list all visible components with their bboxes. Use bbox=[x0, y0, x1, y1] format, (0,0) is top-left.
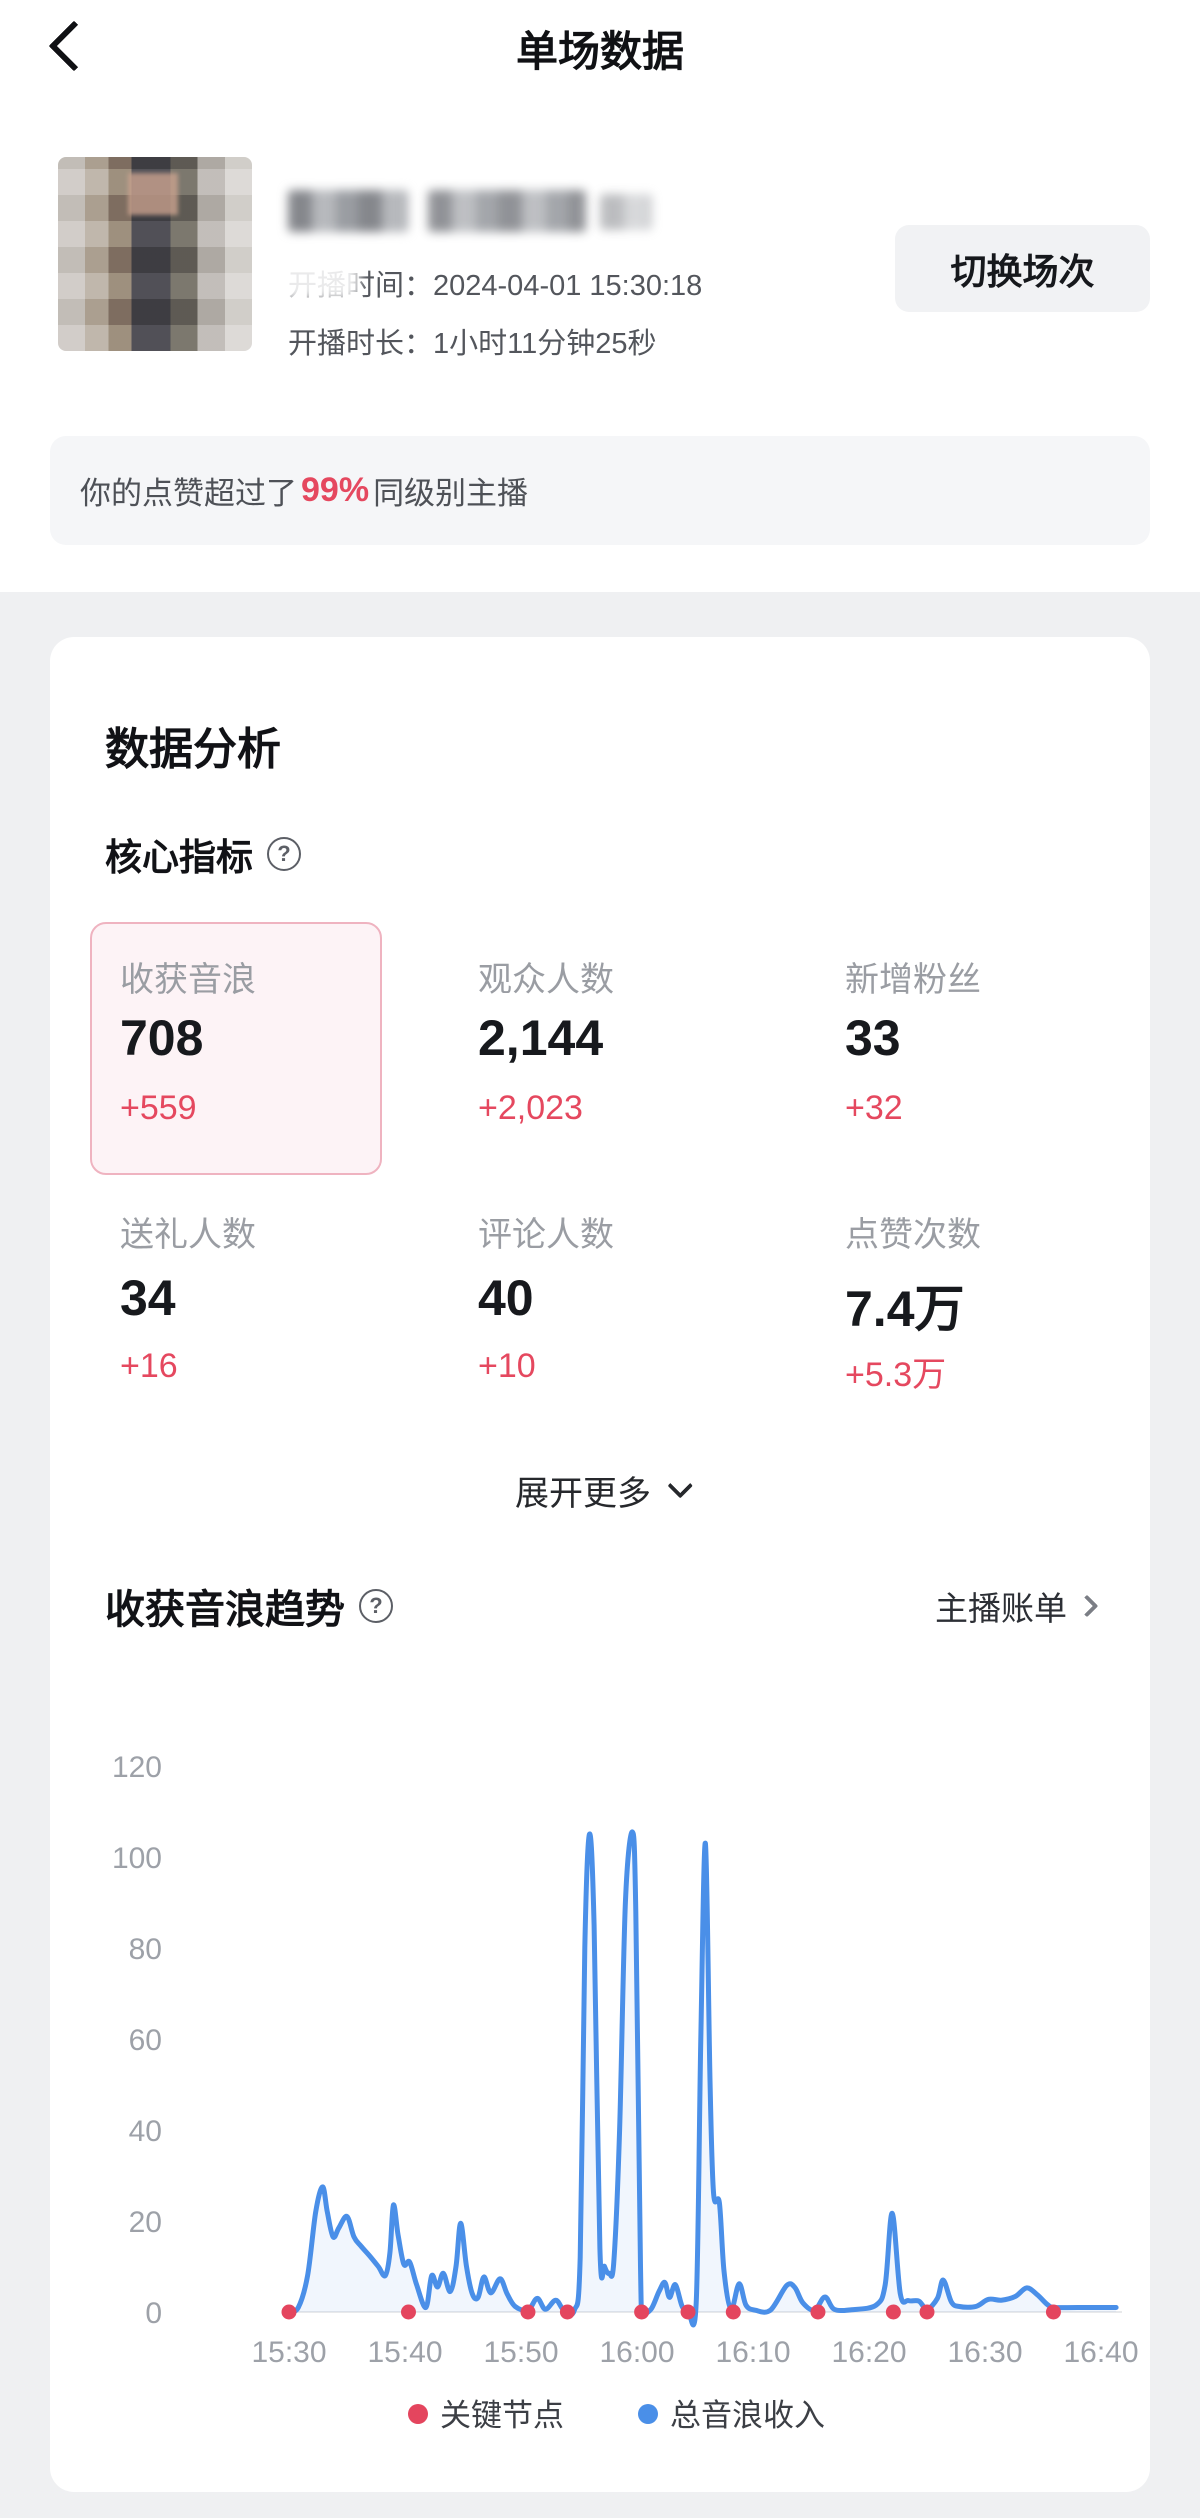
duration-value: 1小时11分钟25秒 bbox=[433, 328, 657, 360]
metric-label[interactable]: 评论人数 bbox=[478, 1216, 614, 1254]
billing-link-label: 主播账单 bbox=[935, 1590, 1067, 1627]
x-axis-tick-label: 16:30 bbox=[947, 2336, 1022, 2369]
metric-delta: +10 bbox=[478, 1347, 536, 1385]
y-axis-tick-label: 20 bbox=[129, 2206, 162, 2239]
x-axis-tick-label: 15:40 bbox=[367, 2336, 442, 2369]
metric-label[interactable]: 点赞次数 bbox=[845, 1216, 981, 1254]
broadcast-time-value: 2024-04-01 15:30:18 bbox=[433, 270, 703, 302]
key-point-dot bbox=[400, 2304, 416, 2320]
x-axis-tick-label: 15:30 bbox=[251, 2336, 326, 2369]
help-icon[interactable]: ? bbox=[359, 1589, 393, 1623]
key-point-dot bbox=[1045, 2304, 1061, 2320]
blurred-username bbox=[288, 190, 408, 232]
broadcast-time-line: 开播时间：2024-04-01 15:30:18 bbox=[288, 262, 928, 302]
metric-delta: +32 bbox=[845, 1089, 903, 1127]
anchor-billing-link[interactable]: 主播账单 bbox=[935, 1582, 1099, 1630]
metric-delta: +16 bbox=[120, 1347, 178, 1385]
expand-more-button[interactable]: 展开更多 bbox=[50, 1467, 1150, 1513]
banner-prefix: 你的点赞超过了 bbox=[80, 476, 297, 511]
avatar bbox=[58, 157, 252, 351]
trend-line bbox=[286, 1829, 1119, 2328]
y-axis-tick-label: 100 bbox=[112, 1842, 162, 1875]
metric-value: 708 bbox=[120, 1010, 204, 1066]
card-title: 数据分析 bbox=[105, 725, 281, 774]
metric-value: 34 bbox=[120, 1270, 176, 1326]
x-axis-tick-label: 16:00 bbox=[599, 2336, 674, 2369]
banner-highlight: 99% bbox=[301, 471, 370, 509]
switch-session-button[interactable]: 切换场次 bbox=[895, 225, 1150, 312]
key-point-dot bbox=[559, 2304, 575, 2320]
chevron-right-icon bbox=[1075, 1594, 1099, 1618]
metric-value: 33 bbox=[845, 1010, 901, 1066]
y-axis-tick-label: 40 bbox=[129, 2115, 162, 2148]
metric-delta: +559 bbox=[120, 1089, 197, 1127]
duration-label: 开播时长： bbox=[288, 328, 434, 360]
legend-key-point-icon bbox=[408, 2404, 428, 2424]
selected-metric-box[interactable] bbox=[90, 922, 382, 1175]
metric-label[interactable]: 送礼人数 bbox=[120, 1216, 256, 1254]
blurred-badge bbox=[600, 194, 652, 230]
key-point-dot bbox=[520, 2304, 536, 2320]
metric-label[interactable]: 新增粉丝 bbox=[845, 961, 981, 999]
header-section: 单场数据 开播时间：2024-04-01 15:30:18 开播时长：1小时11… bbox=[0, 0, 1200, 592]
data-analysis-card: 数据分析 核心指标 ? 收获音浪 708 +559 观众人数 2,144 +2,… bbox=[50, 637, 1150, 2492]
key-point-dot bbox=[725, 2304, 741, 2320]
chevron-down-icon bbox=[667, 1473, 693, 1499]
blurred-username-2 bbox=[428, 190, 586, 232]
key-point-dot bbox=[919, 2304, 935, 2320]
metric-value: 40 bbox=[478, 1270, 534, 1326]
y-axis-tick-label: 60 bbox=[129, 2024, 162, 2057]
legend-key-point-label: 关键节点 bbox=[440, 2398, 564, 2433]
key-point-dot bbox=[810, 2304, 826, 2320]
metric-value: 7.4万 bbox=[845, 1281, 965, 1337]
expand-more-label: 展开更多 bbox=[515, 1474, 651, 1513]
core-metrics-header: 核心指标 ? bbox=[105, 827, 301, 881]
metric-value: 2,144 bbox=[478, 1010, 604, 1066]
x-axis-tick-label: 16:40 bbox=[1063, 2336, 1138, 2369]
page-title: 单场数据 bbox=[515, 28, 684, 75]
banner-suffix: 同级别主播 bbox=[373, 476, 529, 511]
blur-smear bbox=[276, 248, 360, 300]
y-axis-tick-label: 120 bbox=[112, 1751, 162, 1784]
metric-delta: +2,023 bbox=[478, 1089, 583, 1127]
duration-line: 开播时长：1小时11分钟25秒 bbox=[288, 320, 928, 360]
x-axis-tick-label: 15:50 bbox=[483, 2336, 558, 2369]
key-point-dot bbox=[634, 2304, 650, 2320]
help-icon[interactable]: ? bbox=[267, 837, 301, 871]
key-point-dot bbox=[281, 2304, 297, 2320]
metric-label[interactable]: 观众人数 bbox=[478, 961, 614, 999]
legend-income-label: 总音浪收入 bbox=[670, 2398, 825, 2433]
key-point-dot bbox=[680, 2304, 696, 2320]
y-axis-tick-label: 80 bbox=[129, 1933, 162, 1966]
legend-income-icon bbox=[638, 2404, 658, 2424]
trend-header: 收获音浪趋势 ? 主播账单 bbox=[105, 1577, 1099, 1635]
soundwave-trend-chart: 0 20 40 60 80 100 120 15:30 15:40 15:50 16:00 16:10… bbox=[112, 1751, 1139, 2433]
x-axis-tick-label: 16:10 bbox=[715, 2336, 790, 2369]
core-metrics-title: 核心指标 bbox=[105, 837, 253, 878]
metric-label[interactable]: 收获音浪 bbox=[120, 961, 256, 999]
metric-delta: +5.3万 bbox=[845, 1356, 947, 1394]
trend-title: 收获音浪趋势 bbox=[105, 1588, 345, 1632]
key-point-dot bbox=[885, 2304, 901, 2320]
likes-rank-banner: 你的点赞超过了 99% 同级别主播 bbox=[50, 436, 1150, 545]
x-axis-tick-label: 16:20 bbox=[831, 2336, 906, 2369]
y-axis-tick-label: 0 bbox=[145, 2297, 162, 2330]
